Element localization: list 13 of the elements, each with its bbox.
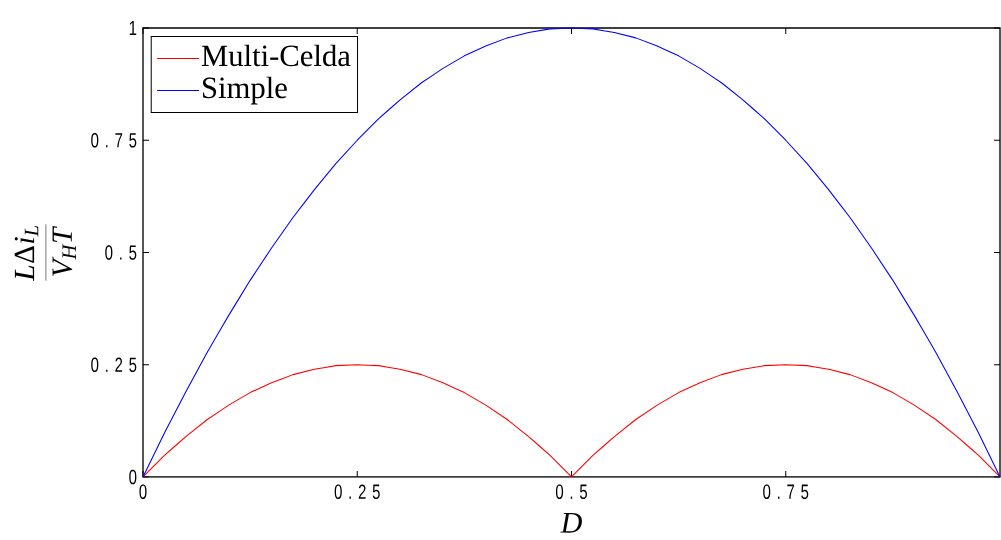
x-tick-label: 0 . 5 (555, 484, 587, 500)
y-tick-label: 0 . 2 5 (91, 357, 137, 373)
x-axis-title: $D$ (560, 512, 582, 533)
x-tick-label: 0 . 7 5 (763, 484, 809, 500)
y-tick-label: 1 (129, 20, 137, 36)
y-axis-title: $\frac{L\Delta i_L}{V_HT}$ (14, 224, 76, 282)
y-tick-label: 0 . 7 5 (91, 132, 137, 148)
x-tick-label: 0 . 2 5 (334, 484, 380, 500)
legend-label: Simple (203, 76, 287, 105)
y-tick-label: 0 . 5 (105, 245, 137, 260)
x-tick-label: 0 (139, 484, 147, 500)
legend-label: Multi-Celda (201, 44, 351, 67)
y-tick-label: 0 (129, 469, 137, 485)
